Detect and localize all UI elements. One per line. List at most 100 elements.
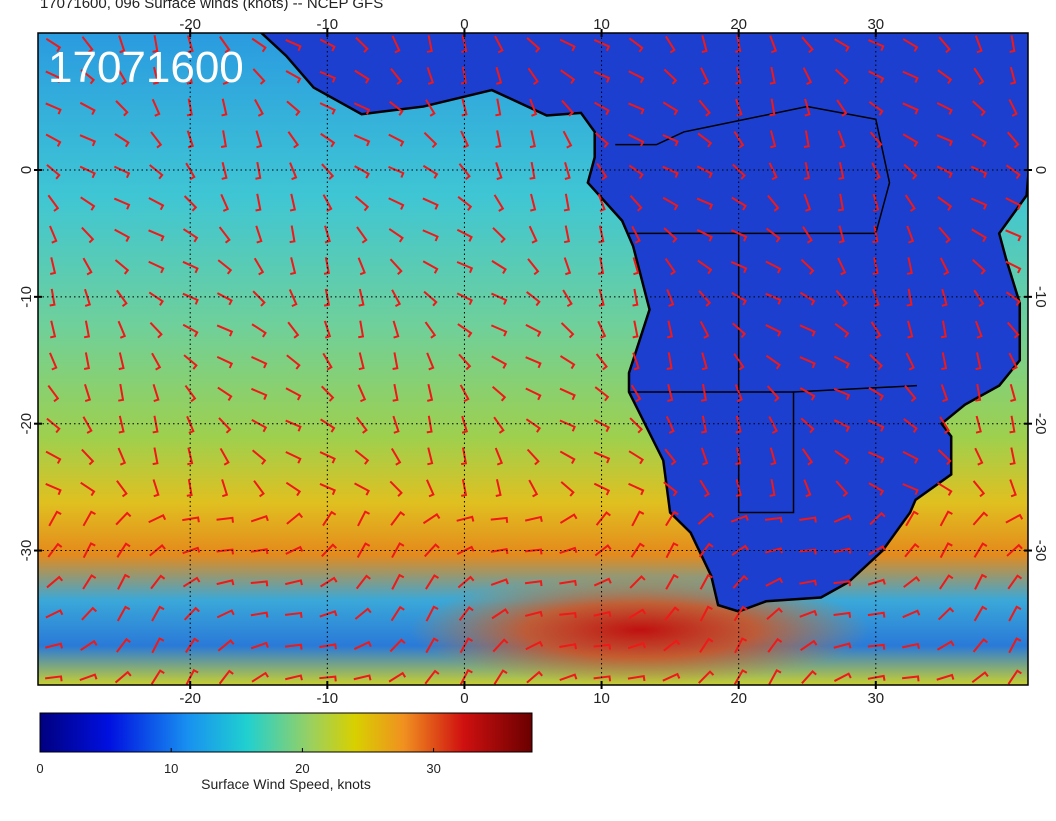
wind-barb: [115, 511, 132, 526]
wind-barb: [803, 193, 812, 212]
wind-barb: [835, 480, 849, 498]
lon-label-bottom: -20: [179, 690, 201, 707]
wind-barb: [423, 543, 440, 558]
wind-barb: [696, 165, 713, 179]
wind-barb: [628, 70, 645, 84]
wind-barb: [665, 35, 676, 54]
wind-barb: [735, 66, 742, 85]
wind-barb: [628, 37, 644, 53]
wind-barb: [221, 161, 228, 180]
wind-barb: [187, 447, 194, 466]
wind-barb: [524, 548, 543, 555]
wind-barb: [868, 545, 886, 556]
wind-barb: [595, 511, 611, 526]
wind-barb: [596, 162, 608, 181]
wind-barb: [1005, 197, 1022, 211]
wind-barb: [220, 67, 229, 86]
wind-barb: [594, 544, 612, 557]
wind-barb: [83, 384, 92, 403]
wind-barb: [117, 320, 127, 339]
wind-barb: [867, 611, 886, 618]
colorbar-tick-label: 10: [164, 761, 178, 776]
wind-barb: [765, 260, 782, 274]
wind-barb: [285, 545, 304, 555]
wind-barb: [116, 605, 131, 622]
wind-barb: [902, 38, 919, 52]
wind-barb: [390, 67, 403, 85]
wind-barb: [974, 320, 983, 339]
wind-barb: [528, 225, 538, 244]
wind-barb: [152, 447, 159, 466]
wind-barb: [1009, 447, 1016, 466]
wind-barb: [903, 418, 918, 433]
wind-barb: [632, 257, 640, 276]
wind-barb: [391, 542, 405, 559]
wind-barb: [220, 193, 230, 212]
wind-barb: [45, 102, 62, 115]
wind-barb: [495, 479, 502, 497]
wind-barb: [527, 258, 540, 276]
wind-barb: [114, 133, 130, 148]
wind-barb: [563, 225, 571, 244]
wind-barb: [186, 130, 194, 149]
wind-barb: [700, 447, 709, 466]
wind-barb: [939, 574, 954, 590]
wind-barb: [628, 102, 645, 115]
wind-barb: [559, 387, 576, 401]
wind-barb: [357, 510, 370, 527]
wind-barb: [491, 608, 509, 620]
wind-barb: [905, 352, 915, 371]
wind-barb: [458, 353, 472, 371]
wind-barb: [149, 544, 166, 557]
wind-barb: [424, 321, 437, 339]
wind-barb: [868, 419, 885, 432]
wind-barb: [45, 609, 64, 619]
wind-barb: [185, 162, 196, 181]
wind-barb: [321, 543, 338, 558]
wind-barb: [152, 35, 159, 53]
wind-barb: [666, 289, 675, 307]
wind-barb: [49, 352, 58, 371]
wind-barb: [799, 548, 817, 555]
wind-barb: [80, 481, 96, 497]
wind-barb: [356, 542, 371, 559]
wind-barb: [973, 289, 985, 307]
wind-barb: [358, 320, 365, 339]
colorbar-tick-label: 30: [426, 761, 440, 776]
wind-barb: [426, 35, 433, 53]
wind-barb: [320, 132, 336, 148]
wind-barb: [82, 416, 93, 434]
wind-barb: [358, 352, 365, 371]
wind-barb: [1005, 513, 1024, 524]
wind-barb: [594, 101, 610, 116]
wind-barb: [425, 637, 439, 654]
wind-barb: [1006, 543, 1023, 557]
wind-barb: [45, 483, 62, 496]
wind-barb: [733, 605, 748, 622]
wind-barb: [221, 479, 229, 498]
wind-barb: [490, 516, 509, 523]
wind-barb: [354, 69, 370, 84]
wind-barb: [48, 510, 62, 527]
wind-barb: [731, 196, 747, 211]
wind-barb: [560, 322, 575, 339]
wind-barb: [319, 38, 336, 52]
lat-label-right: -20: [1032, 413, 1049, 435]
wind-barb: [391, 35, 401, 54]
wind-barb: [116, 289, 128, 307]
wind-barb: [872, 257, 879, 275]
wind-barb: [593, 577, 612, 587]
lon-label-bottom: 20: [730, 690, 747, 707]
wind-barb: [1009, 66, 1017, 85]
wind-barb: [148, 197, 165, 211]
wind-barb: [457, 575, 475, 589]
lon-label-top: 10: [593, 16, 610, 33]
wind-barb: [666, 352, 673, 370]
wind-barb: [218, 669, 234, 685]
lat-label-left: -10: [18, 286, 35, 308]
wind-barb: [767, 637, 783, 653]
wind-barb: [285, 387, 302, 401]
wind-barb: [594, 386, 610, 402]
wind-barb: [186, 98, 193, 117]
wind-barb: [184, 384, 197, 403]
